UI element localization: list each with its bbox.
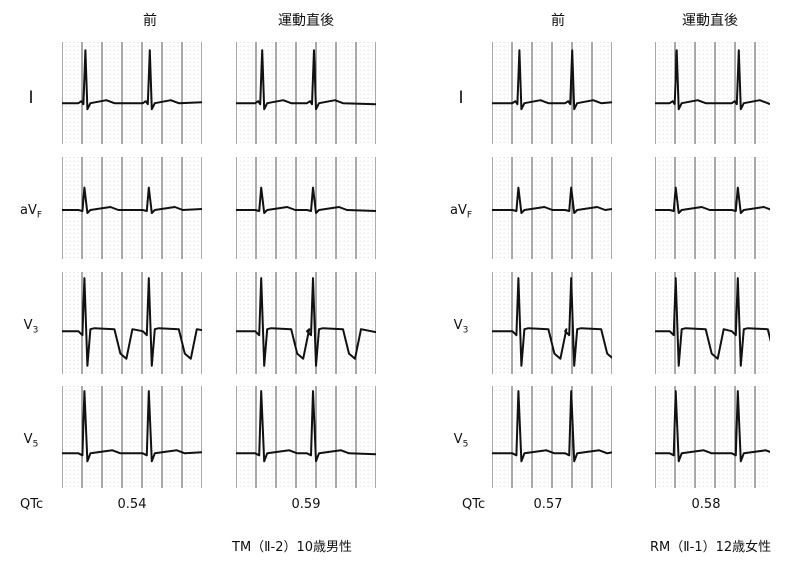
ecg-strip-l-after-aVF (236, 157, 376, 259)
ecg-strip-l-before-V5 (62, 386, 202, 488)
ecg-strip-r-after-V3 (655, 272, 770, 374)
lead-label-I-right: Ⅰ (458, 88, 464, 108)
ecg-trace (62, 49, 202, 111)
ecg-trace (492, 277, 612, 367)
ecg-trace (655, 186, 770, 214)
ecg-strip-r-before-V3 (492, 272, 612, 374)
ecg-trace (236, 277, 376, 367)
column-header-before-left: 前 (143, 13, 157, 29)
ecg-strip-l-before-I (62, 42, 202, 144)
ecg-trace (655, 49, 770, 111)
caption-left: TM（Ⅱ-2）10歳男性 (232, 540, 353, 555)
ecg-strip-l-before-V3 (62, 272, 202, 374)
qtc-value-before-right: 0.57 (533, 497, 563, 512)
ecg-trace (492, 186, 612, 214)
ecg-trace (492, 49, 612, 111)
ecg-trace (236, 186, 376, 214)
ecg-strip-l-before-aVF (62, 157, 202, 259)
lead-label-aVF-right: aVF (449, 203, 473, 221)
lead-label-aVF-left: aVF (19, 203, 43, 221)
ecg-trace (655, 277, 770, 367)
ecg-trace (655, 390, 770, 463)
qtc-value-after-left: 0.59 (291, 497, 321, 512)
lead-label-V3-left: V3 (23, 318, 39, 336)
ecg-trace (62, 186, 202, 214)
qtc-label-right: QTc (462, 497, 486, 512)
ecg-strip-r-before-V5 (492, 386, 612, 488)
ecg-strip-l-after-I (236, 42, 376, 144)
ecg-strip-l-after-V3 (236, 272, 376, 374)
lead-label-I-left: Ⅰ (28, 88, 34, 108)
ecg-trace (236, 390, 376, 463)
qtc-value-after-right: 0.58 (691, 497, 721, 512)
lead-label-V5-right: V5 (453, 432, 469, 450)
ecg-strip-r-after-I (655, 42, 770, 144)
column-header-after-left: 運動直後 (278, 13, 334, 29)
column-header-after-right: 運動直後 (682, 13, 738, 29)
ecg-strip-r-before-aVF (492, 157, 612, 259)
ecg-trace (62, 277, 202, 367)
ecg-strip-r-before-I (492, 42, 612, 144)
lead-label-V3-right: V3 (453, 318, 469, 336)
ecg-trace (236, 49, 376, 111)
ecg-trace (492, 390, 612, 463)
ecg-strip-l-after-V5 (236, 386, 376, 488)
qtc-label-left: QTc (20, 497, 44, 512)
ecg-trace (62, 390, 202, 463)
caption-right: RM（Ⅱ-1）12歳女性 (650, 540, 772, 555)
ecg-strip-r-after-V5 (655, 386, 770, 488)
ecg-strip-r-after-aVF (655, 157, 770, 259)
lead-label-V5-left: V5 (23, 432, 39, 450)
column-header-before-right: 前 (551, 13, 565, 29)
qtc-value-before-left: 0.54 (117, 497, 147, 512)
